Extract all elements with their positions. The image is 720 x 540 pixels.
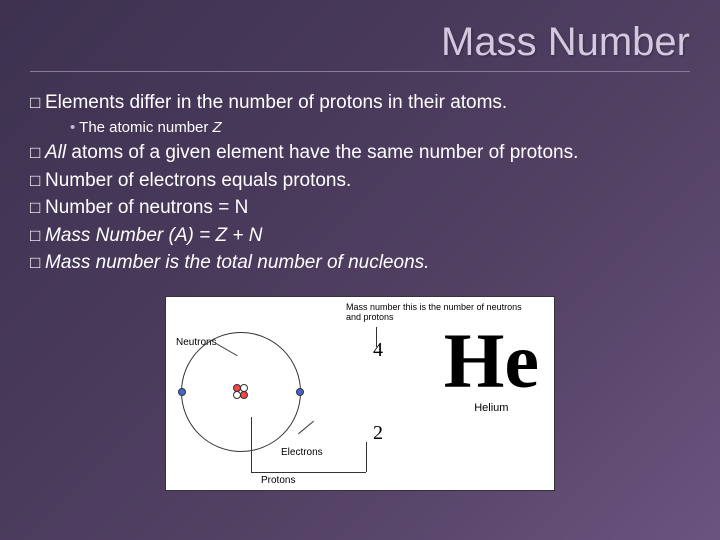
bullet-item-italic: Mass number is the total number of nucle… xyxy=(30,250,690,276)
bullet-item: Number of electrons equals protons. xyxy=(30,168,690,194)
electron-particle xyxy=(296,388,304,396)
electrons-label: Electrons xyxy=(281,447,323,458)
arrow-protons xyxy=(251,417,252,472)
bullet-text: Elements differ in the number of protons… xyxy=(45,92,507,113)
arrow-protons-h xyxy=(251,472,366,473)
bullet-text-italic: All xyxy=(45,142,66,163)
bullet-text: Number of neutrons = N xyxy=(45,197,248,218)
title-underline xyxy=(30,71,690,72)
bullet-text: The atomic number xyxy=(79,119,212,136)
bullet-item: Number of neutrons = N xyxy=(30,195,690,221)
atomic-number-value: 2 xyxy=(373,422,383,445)
protons-label: Protons xyxy=(261,475,295,486)
bullet-item: Elements differ in the number of protons… xyxy=(30,90,690,116)
arrow-electrons xyxy=(298,421,314,435)
bullet-item-italic: Mass Number (A) = Z + N xyxy=(30,223,690,249)
bullet-text-italic: Z xyxy=(213,119,222,136)
bullet-text: atoms of a given element have the same n… xyxy=(66,142,578,163)
mass-number-value: 4 xyxy=(373,339,383,362)
slide-title: Mass Number xyxy=(30,20,690,65)
bullet-text: Mass number is the total number of nucle… xyxy=(45,252,429,273)
bullet-list: Elements differ in the number of protons… xyxy=(30,90,690,276)
arrow-protons-v xyxy=(366,442,367,472)
bullet-sub-item: The atomic number Z xyxy=(70,118,690,138)
slide-container: Mass Number Elements differ in the numbe… xyxy=(0,0,720,511)
bullet-text: Mass Number (A) = Z + N xyxy=(45,225,263,246)
helium-diagram: Mass number this is the number of neutro… xyxy=(165,296,555,491)
bullet-item: All atoms of a given element have the sa… xyxy=(30,140,690,166)
bullet-text: Number of electrons equals protons. xyxy=(45,170,351,191)
element-symbol: He xyxy=(444,322,539,400)
element-symbol-block: He Helium xyxy=(444,322,539,414)
